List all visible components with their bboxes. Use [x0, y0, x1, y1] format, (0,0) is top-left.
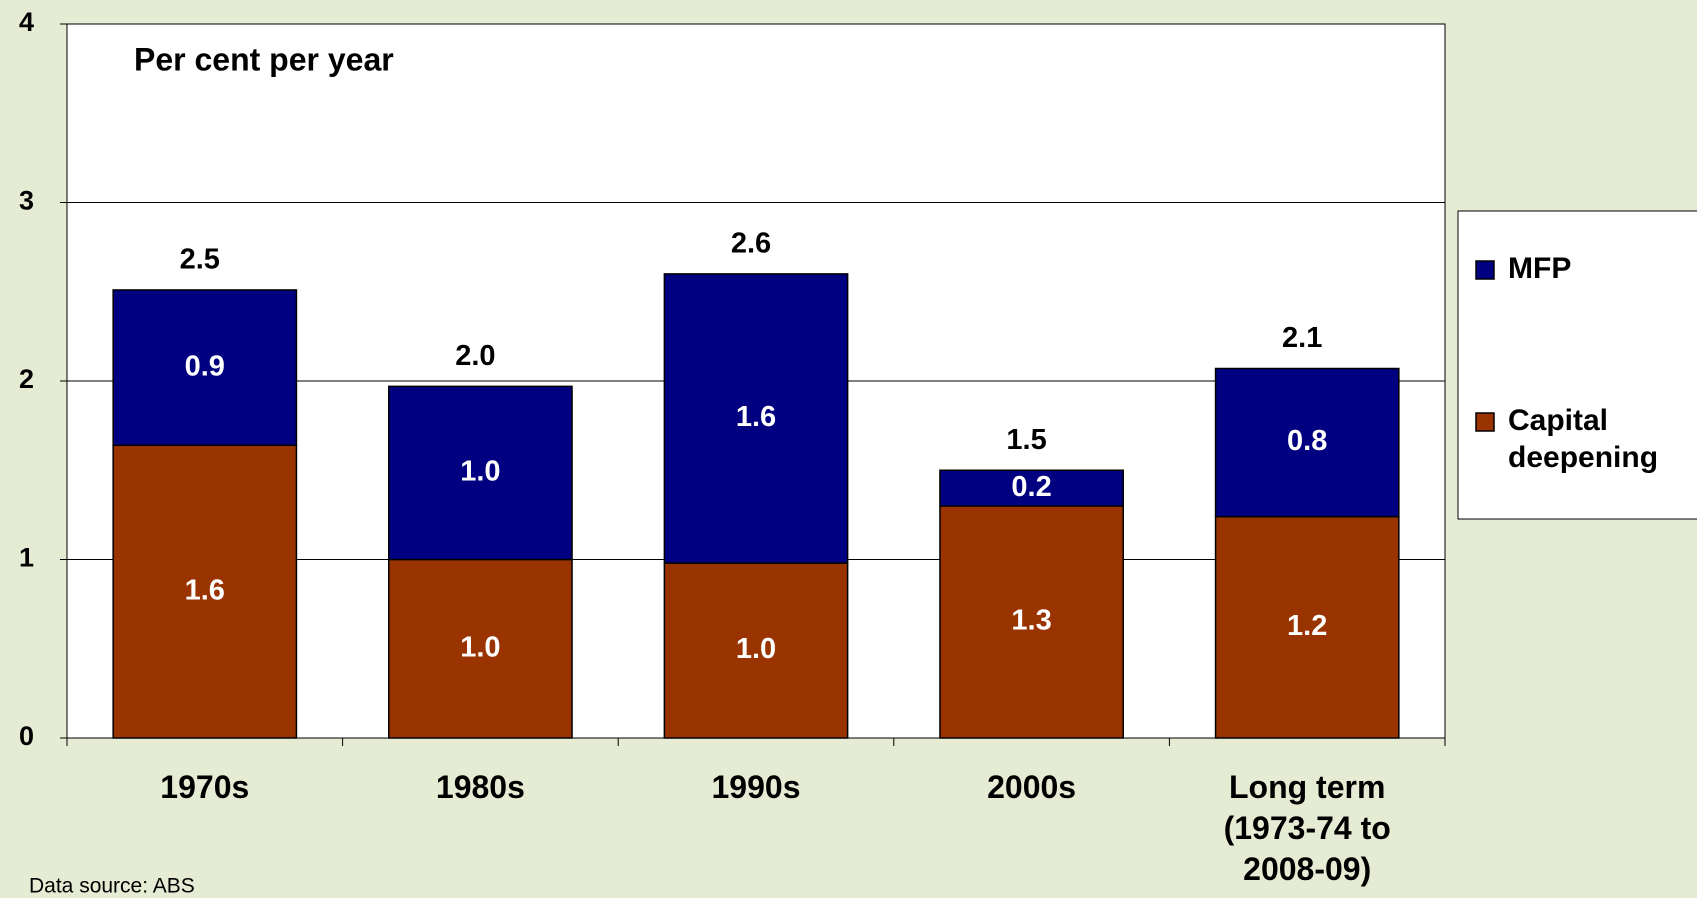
bar-segment [112, 444, 298, 739]
legend-label: MFP [1508, 252, 1571, 285]
bar-segment [1214, 515, 1400, 739]
bar-segment [112, 289, 298, 447]
value-label: 0.2 [1011, 471, 1051, 503]
legend-box [1457, 210, 1697, 520]
value-label: 0.9 [185, 350, 225, 382]
x-tick-label: Long term (1973-74 to 2008-09) [1224, 769, 1391, 887]
legend-swatch [1475, 260, 1495, 280]
x-tick-label: 2000s [987, 769, 1076, 805]
value-label: 1.0 [736, 633, 776, 665]
bar-segment [939, 505, 1124, 739]
value-label: 1.0 [460, 456, 500, 488]
y-tick-label: 2 [19, 364, 34, 394]
y-tick-label: 0 [19, 721, 34, 751]
annotation: Per cent per year [134, 41, 394, 77]
bar-segment [1214, 367, 1400, 518]
y-tick-label: 4 [19, 7, 34, 37]
bar-segment [663, 562, 849, 739]
value-label: 1.3 [1011, 605, 1051, 637]
x-tick-label: 1980s [436, 769, 525, 805]
legend-swatch [1475, 412, 1495, 432]
x-tick-label: 1990s [712, 769, 801, 805]
total-label: 1.5 [1006, 424, 1046, 456]
bar-segment [939, 469, 1124, 507]
bar-segment [388, 385, 573, 561]
value-label: 1.6 [736, 401, 776, 433]
bar-segment [388, 558, 573, 739]
y-tick-label: 1 [19, 543, 34, 573]
value-label: 0.8 [1287, 425, 1327, 457]
y-tick-label: 3 [19, 186, 34, 216]
bar-segment [663, 273, 849, 564]
total-label: 2.6 [731, 228, 771, 260]
x-tick-label: 1970s [160, 769, 249, 805]
total-label: 2.1 [1282, 322, 1322, 354]
legend-label: Capital deepening [1508, 404, 1658, 474]
value-label: 1.2 [1287, 610, 1327, 642]
source-note: Data source: ABS [29, 875, 195, 898]
value-label: 1.6 [185, 574, 225, 606]
value-label: 1.0 [460, 631, 500, 663]
total-label: 2.5 [180, 244, 220, 276]
total-label: 2.0 [455, 340, 495, 372]
